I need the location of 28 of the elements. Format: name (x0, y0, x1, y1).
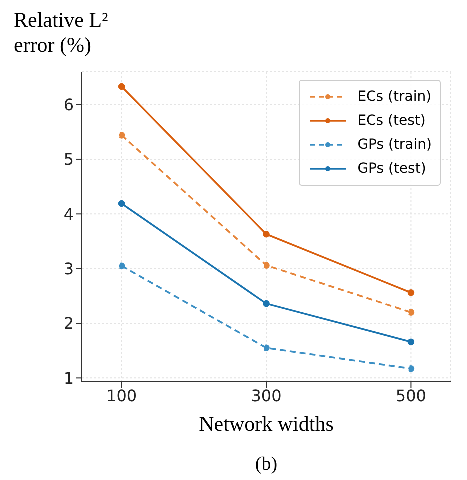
point (118, 200, 126, 208)
point (118, 262, 126, 270)
point (263, 230, 270, 238)
x-axis-title: Network widths (198, 412, 335, 437)
point (263, 262, 270, 269)
text: (b) (254, 454, 279, 476)
point (263, 300, 270, 308)
x-tick-label: 500 (396, 386, 426, 406)
y-tick-label: 1 (64, 368, 74, 388)
y-tick-label: 6 (64, 95, 74, 114)
point (408, 289, 415, 296)
legend-label: GPs (train) (358, 137, 432, 153)
y-axis-title: Relative L² error (%) (14, 8, 110, 58)
x-tick-label: 300 (251, 386, 282, 406)
point (263, 344, 270, 352)
y-tick-label: 4 (64, 204, 74, 224)
y-tick-label: 3 (64, 260, 74, 279)
legend-label: ECs (train) (358, 89, 432, 105)
point (118, 132, 126, 139)
legend-label: GPs (test) (358, 161, 426, 177)
y-tick-label: 2 (64, 314, 74, 334)
point (408, 365, 415, 372)
x-tick-label: 100 (106, 386, 138, 406)
point (408, 309, 415, 316)
legend-label: ECs (test) (358, 113, 426, 129)
point (118, 83, 126, 90)
point (408, 338, 415, 346)
y-tick-label: 5 (64, 150, 74, 170)
